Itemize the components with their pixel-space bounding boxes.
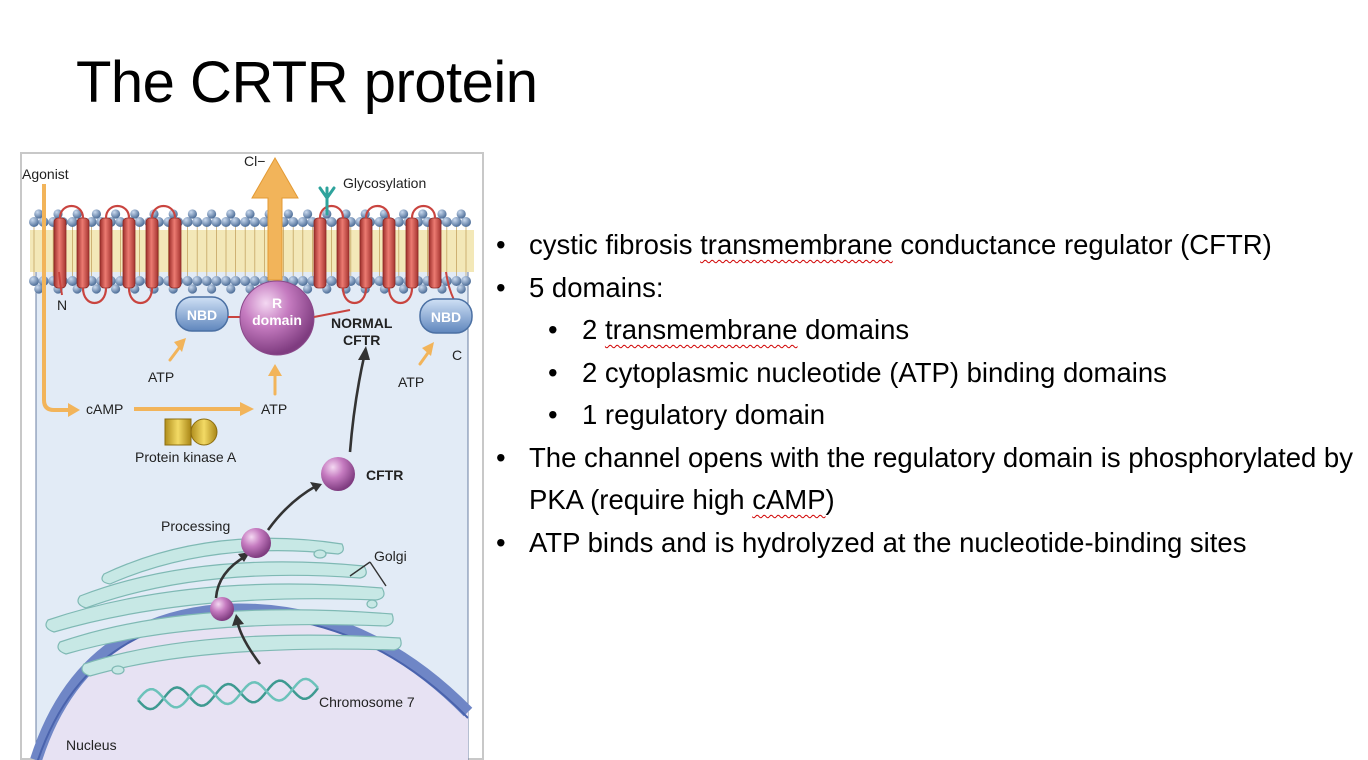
spellcheck-word: cAMP bbox=[752, 484, 826, 515]
camp-to-pka-arrow bbox=[134, 402, 254, 416]
label-atp-left: ATP bbox=[148, 369, 174, 385]
bullet-list: cystic fibrosis transmembrane conductanc… bbox=[496, 224, 1356, 564]
r-domain: R domain bbox=[228, 280, 351, 356]
sub-bullet-transmembrane: 2 transmembrane domains bbox=[496, 309, 1356, 352]
nbd-right-label: NBD bbox=[431, 309, 461, 325]
protein-kinase-a-icon bbox=[164, 418, 218, 446]
label-processing: Processing bbox=[161, 518, 230, 534]
sub-bullet-nbd: 2 cytoplasmic nucleotide (ATP) binding d… bbox=[496, 352, 1356, 395]
chromosome-7 bbox=[137, 677, 319, 711]
glycosylation-icon bbox=[318, 186, 336, 216]
arrowhead-1 bbox=[232, 614, 244, 626]
label-camp: cAMP bbox=[86, 401, 123, 417]
mature-cftr-vesicle bbox=[321, 457, 355, 491]
nascent-cftr-vesicle bbox=[210, 597, 234, 621]
c-terminus-tail bbox=[445, 271, 455, 301]
label-atp-center: ATP bbox=[261, 401, 287, 417]
label-protein-kinase-a: Protein kinase A bbox=[135, 449, 237, 465]
label-c-terminus: C bbox=[452, 347, 462, 363]
label-n-terminus: N bbox=[57, 297, 67, 313]
spellcheck-word: transmembrane bbox=[700, 229, 893, 260]
chloride-efflux-arrow bbox=[251, 156, 299, 281]
transmembrane-domains bbox=[53, 217, 442, 289]
label-cftr: CFTR bbox=[366, 467, 403, 483]
label-golgi: Golgi bbox=[374, 548, 407, 564]
label-normal-cftr: CFTR bbox=[343, 332, 380, 348]
bullet-atp-hydrolysis: ATP binds and is hydrolyzed at the nucle… bbox=[496, 522, 1356, 565]
nbd-right: NBD bbox=[419, 298, 473, 334]
r-domain-letter: R bbox=[272, 295, 282, 311]
processed-cftr-vesicle bbox=[241, 528, 271, 558]
slide-title: The CRTR protein bbox=[76, 50, 538, 115]
sub-bullet-regulatory: 1 regulatory domain bbox=[496, 394, 1356, 437]
arrowhead-3 bbox=[310, 482, 322, 492]
bullet-cftr-name: cystic fibrosis transmembrane conductanc… bbox=[496, 224, 1356, 267]
label-glycosylation: Glycosylation bbox=[343, 175, 426, 191]
label-normal: NORMAL bbox=[331, 315, 393, 331]
label-chloride: Cl− bbox=[244, 153, 265, 169]
label-chromosome-7: Chromosome 7 bbox=[319, 694, 415, 710]
atp-arrow-right bbox=[418, 342, 434, 366]
bullet-domains: 5 domains: bbox=[496, 267, 1356, 310]
atp-arrow-left bbox=[168, 338, 186, 362]
spellcheck-word: transmembrane bbox=[604, 314, 798, 345]
bullet-channel-opening: The channel opens with the regulatory do… bbox=[496, 437, 1356, 522]
golgi-apparatus bbox=[45, 537, 402, 677]
nbd-left: NBD bbox=[175, 296, 229, 332]
processing-arrows bbox=[214, 356, 366, 665]
label-nucleus: Nucleus bbox=[66, 737, 117, 753]
r-domain-word: domain bbox=[252, 312, 302, 328]
nbd-left-label: NBD bbox=[187, 307, 217, 323]
label-agonist: Agonist bbox=[22, 166, 69, 182]
n-terminus-tail bbox=[58, 271, 63, 296]
atp-arrow-center bbox=[268, 364, 282, 396]
cftr-diagram: NBD NBD R domain bbox=[20, 152, 484, 760]
label-atp-right: ATP bbox=[398, 374, 424, 390]
arrowhead-4 bbox=[358, 346, 370, 360]
agonist-signal-arrow bbox=[42, 184, 80, 417]
golgi-pointer bbox=[349, 561, 387, 587]
